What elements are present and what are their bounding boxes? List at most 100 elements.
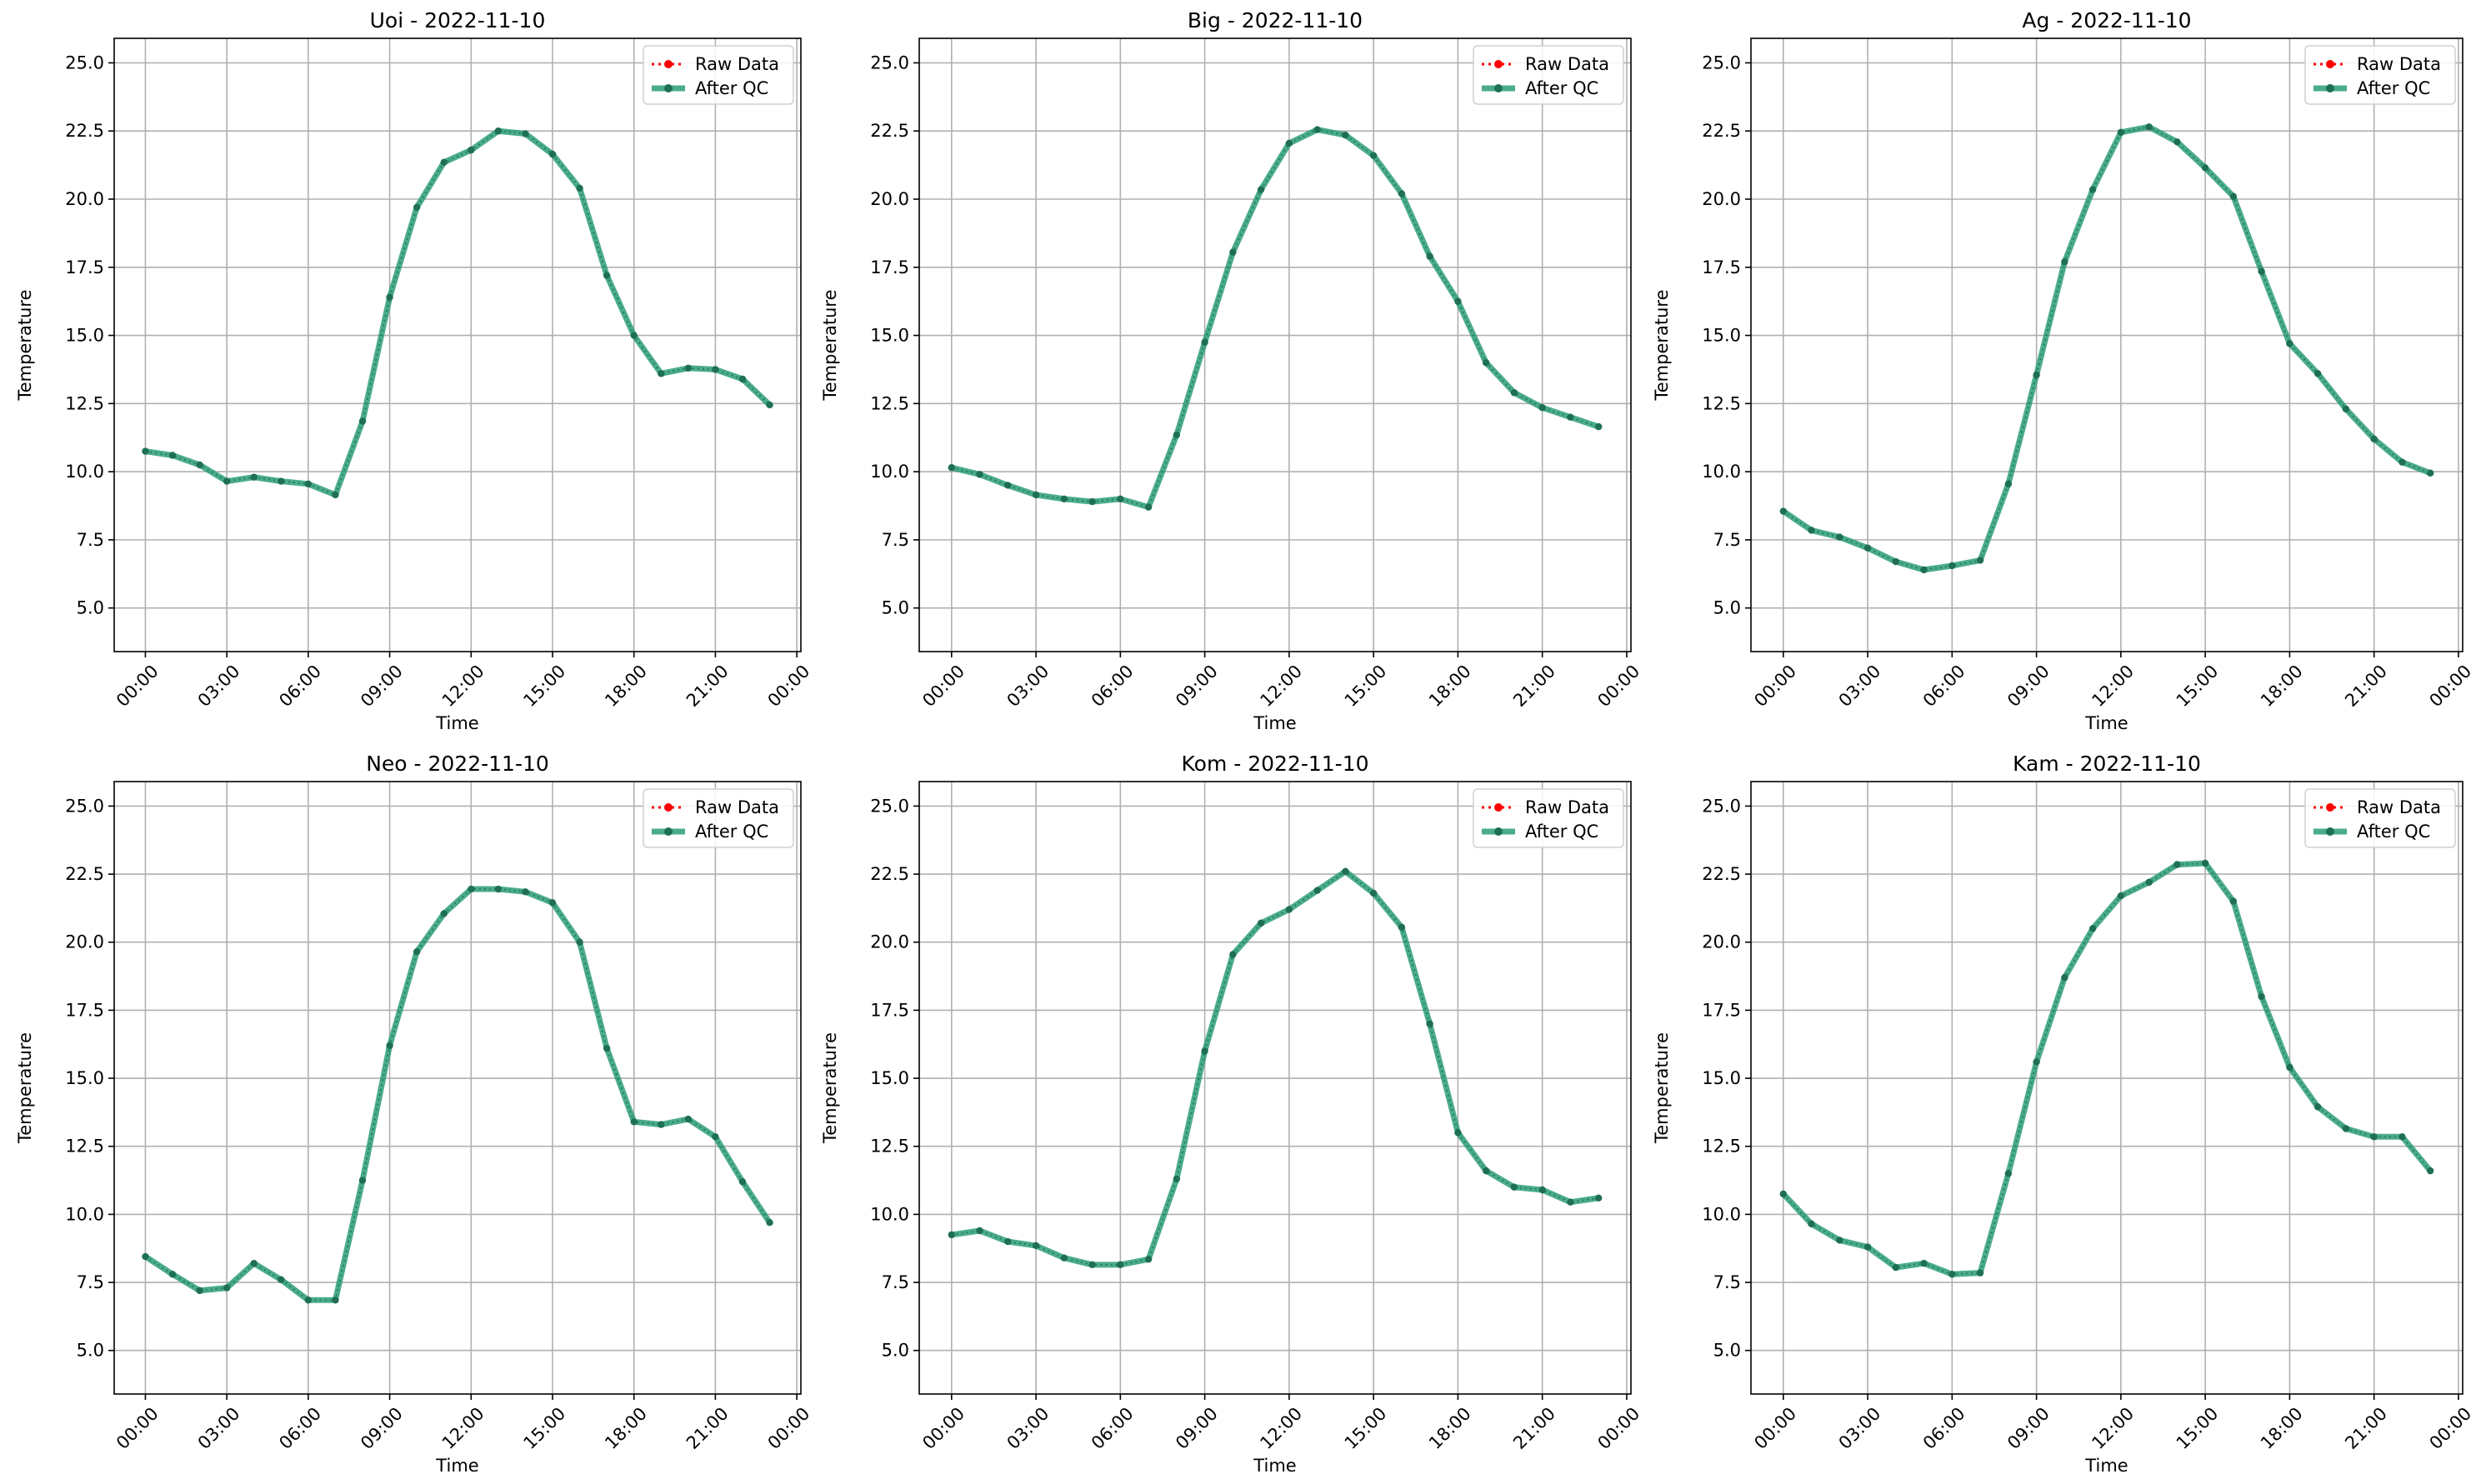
x-axis-label: Time bbox=[435, 1456, 478, 1476]
data-point-after-qc bbox=[1257, 919, 1265, 927]
series-line-after-qc bbox=[144, 127, 772, 498]
legend-marker-after-qc bbox=[1494, 827, 1503, 836]
data-point-after-qc bbox=[1285, 906, 1293, 913]
series-line-after-qc bbox=[951, 868, 1599, 1268]
data-point-after-qc bbox=[1004, 1237, 1012, 1246]
x-tick-label: 00:00 bbox=[113, 1403, 163, 1453]
legend-label-raw-data: Raw Data bbox=[695, 797, 779, 817]
x-tick-label: 06:00 bbox=[1919, 1403, 1969, 1453]
panel-5: 5.0 7.5 10.0 12.5 15.0 17.5 20.0 22.5 25.0 00:00 0… bbox=[1652, 752, 2475, 1476]
legend-label-after-qc: After QC bbox=[1525, 78, 1598, 98]
x-tick-label: 09:00 bbox=[2003, 661, 2053, 711]
data-point-after-qc bbox=[1144, 1256, 1153, 1263]
y-tick-label: 15.0 bbox=[65, 326, 104, 346]
x-tick-label: 18:00 bbox=[1425, 1403, 1475, 1453]
data-point-after-qc bbox=[1892, 557, 1900, 566]
data-point-after-qc bbox=[278, 477, 285, 485]
data-point-after-qc bbox=[1201, 338, 1208, 346]
data-point-after-qc bbox=[2117, 128, 2125, 137]
data-point-after-qc bbox=[1976, 1269, 1984, 1277]
x-tick-label: 12:00 bbox=[2088, 1403, 2138, 1453]
data-point-after-qc bbox=[1863, 544, 1872, 552]
data-point-after-qc bbox=[1836, 533, 1843, 541]
panel-title: Uoi - 2022-11-10 bbox=[370, 8, 546, 32]
data-point-after-qc bbox=[2313, 1103, 2322, 1111]
x-axis-label: Time bbox=[2084, 1456, 2128, 1476]
y-tick-label: 12.5 bbox=[65, 1137, 104, 1157]
x-tick-label: 21:00 bbox=[1509, 661, 1559, 711]
panel-3: 5.0 7.5 10.0 12.5 15.0 17.5 20.0 22.5 25.0 00:00 0… bbox=[15, 752, 813, 1476]
plot-frame bbox=[918, 37, 1632, 652]
data-point-after-qc bbox=[1454, 1129, 1462, 1137]
x-tick-label: 15:00 bbox=[520, 661, 570, 711]
x-tick-label: 18:00 bbox=[2257, 661, 2307, 711]
data-point-after-qc bbox=[2033, 371, 2040, 379]
x-tick-label: 00:00 bbox=[1593, 1403, 1643, 1453]
x-tick-label: 21:00 bbox=[2341, 1403, 2391, 1453]
legend-label-after-qc: After QC bbox=[1525, 822, 1598, 842]
y-axis-label: Temperature bbox=[15, 289, 35, 401]
x-tick-label: 12:00 bbox=[1256, 661, 1306, 711]
legend-label-raw-data: Raw Data bbox=[1525, 797, 1609, 817]
legend-label-after-qc: After QC bbox=[695, 822, 768, 842]
data-point-after-qc bbox=[2398, 458, 2406, 466]
data-point-after-qc bbox=[386, 293, 393, 301]
x-axis-label: Time bbox=[1253, 713, 1296, 733]
y-axis-label: Temperature bbox=[820, 1032, 840, 1144]
data-point-after-qc bbox=[1510, 1183, 1518, 1191]
data-point-after-qc bbox=[1863, 1243, 1872, 1251]
x-axis-label: Time bbox=[1253, 1456, 1296, 1476]
data-point-after-qc bbox=[278, 1276, 285, 1284]
y-tick-label: 12.5 bbox=[870, 1137, 909, 1157]
y-tick-label: 5.0 bbox=[1713, 1341, 1741, 1361]
data-point-after-qc bbox=[2033, 1058, 2040, 1066]
data-point-after-qc bbox=[1369, 889, 1378, 897]
y-tick-label: 25.0 bbox=[65, 52, 104, 72]
panel-title: Kam - 2022-11-10 bbox=[2013, 752, 2201, 776]
legend-marker-after-qc bbox=[664, 827, 673, 836]
y-tick-label: 25.0 bbox=[1702, 796, 1741, 816]
y-tick-label: 22.5 bbox=[870, 864, 909, 884]
y-axis-label: Temperature bbox=[1652, 289, 1672, 401]
y-tick-label: 7.5 bbox=[1713, 1272, 1741, 1292]
y-tick-label: 10.0 bbox=[65, 462, 104, 482]
data-point-after-qc bbox=[658, 1121, 665, 1128]
plot-frame bbox=[1750, 37, 2463, 652]
x-tick-label: 00:00 bbox=[918, 661, 968, 711]
legend-label-raw-data: Raw Data bbox=[695, 54, 779, 74]
plot-frame bbox=[1750, 781, 2463, 1395]
data-point-after-qc bbox=[1510, 389, 1518, 397]
y-tick-label: 10.0 bbox=[1702, 1204, 1741, 1224]
y-tick-label: 17.5 bbox=[1702, 257, 1741, 277]
data-point-after-qc bbox=[1060, 1254, 1068, 1262]
x-tick-label: 15:00 bbox=[1341, 661, 1391, 711]
y-axis-label: Temperature bbox=[15, 1032, 35, 1144]
legend-marker-raw-data bbox=[1494, 803, 1503, 812]
y-tick-label: 17.5 bbox=[1702, 1000, 1741, 1020]
x-tick-label: 00:00 bbox=[1593, 661, 1643, 711]
x-tick-label: 18:00 bbox=[601, 661, 651, 711]
y-axis-label: Temperature bbox=[820, 289, 840, 401]
data-point-after-qc bbox=[332, 491, 339, 499]
x-tick-label: 03:00 bbox=[194, 1403, 244, 1453]
y-tick-label: 25.0 bbox=[870, 796, 909, 816]
y-tick-label: 7.5 bbox=[882, 1272, 909, 1292]
y-tick-label: 25.0 bbox=[1702, 52, 1741, 72]
panel-title: Ag - 2022-11-10 bbox=[2022, 8, 2191, 32]
x-tick-label: 09:00 bbox=[1172, 1403, 1222, 1453]
panel-title: Big - 2022-11-10 bbox=[1188, 8, 1363, 32]
data-point-after-qc bbox=[1032, 491, 1040, 499]
legend-marker-after-qc bbox=[1494, 84, 1503, 92]
x-tick-label: 03:00 bbox=[1003, 1403, 1053, 1453]
legend: Raw Data After QC bbox=[643, 45, 794, 105]
legend: Raw Data After QC bbox=[1473, 45, 1624, 105]
y-tick-label: 17.5 bbox=[870, 1000, 909, 1020]
data-point-after-qc bbox=[2426, 469, 2434, 477]
y-tick-label: 5.0 bbox=[882, 1341, 909, 1361]
x-tick-label: 06:00 bbox=[275, 1403, 325, 1453]
data-point-after-qc bbox=[1117, 495, 1124, 503]
series-line-raw-data bbox=[1783, 862, 2431, 1276]
data-point-after-qc bbox=[1144, 503, 1153, 511]
series-line-raw-data bbox=[145, 130, 771, 497]
